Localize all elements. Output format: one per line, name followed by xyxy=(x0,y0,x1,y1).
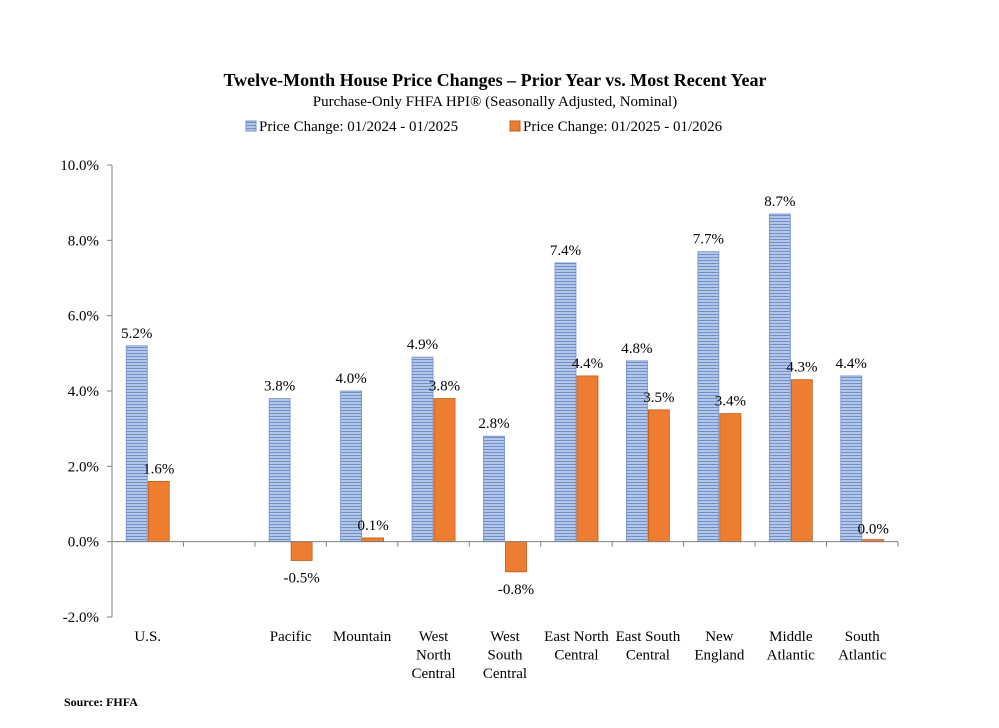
y-tick-label: -2.0% xyxy=(63,610,99,626)
x-category-label: Atlantic xyxy=(838,648,887,664)
bar-series-1 xyxy=(840,375,863,543)
bar-series-2 xyxy=(433,398,456,543)
legend-label-series-2: Price Change: 01/2025 - 01/2026 xyxy=(523,119,723,135)
x-category-label: East South xyxy=(616,629,681,645)
y-tick-label: 4.0% xyxy=(68,384,99,400)
data-label-series-2: 3.8% xyxy=(429,379,460,395)
legend: Price Change: 01/2024 - 01/2025 Price Ch… xyxy=(245,119,723,135)
data-label-series-1: 4.8% xyxy=(621,341,652,357)
chart-subtitle: Purchase-Only FHFA HPI® (Seasonally Adju… xyxy=(313,94,677,110)
legend-swatch-series-1 xyxy=(245,120,257,132)
x-category-label: New xyxy=(705,629,733,645)
bar-series-2 xyxy=(290,541,313,561)
y-tick-label: 10.0% xyxy=(60,158,99,174)
bar-series-2 xyxy=(147,480,170,543)
x-category-label: North xyxy=(416,648,451,664)
data-label-series-1: 8.7% xyxy=(764,194,795,210)
bar-series-2 xyxy=(719,413,742,543)
bar-series-2 xyxy=(576,375,599,543)
bar-series-1 xyxy=(268,398,291,543)
data-label-series-1: 4.4% xyxy=(836,356,867,372)
data-label-series-2: -0.8% xyxy=(498,582,534,598)
y-tick-label: 2.0% xyxy=(68,459,99,475)
data-label-series-2: 1.6% xyxy=(143,461,174,477)
data-label-series-2: 0.1% xyxy=(357,518,388,534)
x-category-label: Middle xyxy=(769,629,813,645)
data-label-series-2: 4.3% xyxy=(786,360,817,376)
x-category-label: Central xyxy=(626,648,670,664)
data-label-series-2: -0.5% xyxy=(284,571,320,587)
x-category-label: West xyxy=(419,629,449,645)
x-category-label: East North xyxy=(544,629,609,645)
x-category-label: U.S. xyxy=(134,629,161,645)
chart-title: Twelve-Month House Price Changes – Prior… xyxy=(223,70,766,90)
x-category-label: Pacific xyxy=(270,629,312,645)
x-category-label: West xyxy=(490,629,520,645)
data-label-series-1: 7.4% xyxy=(550,243,581,259)
bar-series-2 xyxy=(790,379,813,543)
x-axis-ticks xyxy=(111,541,899,547)
data-label-series-1: 7.7% xyxy=(693,232,724,248)
data-label-series-1: 5.2% xyxy=(121,326,152,342)
y-tick-label: 8.0% xyxy=(68,233,99,249)
data-label-series-1: 4.9% xyxy=(407,337,438,353)
data-label-series-1: 3.8% xyxy=(264,379,295,395)
bar-series-2 xyxy=(648,409,670,543)
data-label-series-2: 4.4% xyxy=(572,356,603,372)
y-tick-label: 6.0% xyxy=(68,309,99,325)
x-category-label: South xyxy=(487,648,523,664)
y-tick-label: 0.0% xyxy=(68,535,99,551)
x-category-label: Mountain xyxy=(333,629,392,645)
bar-series-2 xyxy=(505,541,527,573)
data-label-series-2: 3.5% xyxy=(643,390,674,406)
data-label-series-1: 4.0% xyxy=(335,371,366,387)
legend-label-series-1: Price Change: 01/2024 - 01/2025 xyxy=(259,119,458,135)
bars xyxy=(125,213,885,573)
bar-series-1 xyxy=(125,345,148,543)
bar-series-1 xyxy=(768,213,791,543)
data-label-series-2: 3.4% xyxy=(715,394,746,410)
bar-series-1 xyxy=(483,435,505,543)
data-label-series-2: 0.0% xyxy=(858,522,889,538)
data-label-series-1: 2.8% xyxy=(478,416,509,432)
data-labels: 5.2% 1.6% 3.8% -0.5% 4.0% 0.1% 4.9% 3.8% 2.8% -0.… xyxy=(121,194,889,598)
x-category-label: Central xyxy=(554,648,598,664)
x-axis-labels: U.S. Pacific Mountain West North Central West S… xyxy=(134,629,886,682)
source-note: Source: FHFA xyxy=(64,695,138,709)
x-category-label: Central xyxy=(411,666,455,682)
x-category-label: Central xyxy=(483,666,527,682)
bar-series-2 xyxy=(362,537,384,543)
bar-series-1 xyxy=(626,360,648,543)
x-category-label: Atlantic xyxy=(767,648,816,664)
bar-series-1 xyxy=(554,262,577,543)
legend-swatch-series-2 xyxy=(509,120,521,132)
y-axis-ticks: -2.0% 0.0% 2.0% 4.0% 6.0% 8.0% 10.0% xyxy=(60,158,112,626)
x-category-label: England xyxy=(694,648,744,664)
x-category-label: South xyxy=(845,629,881,645)
